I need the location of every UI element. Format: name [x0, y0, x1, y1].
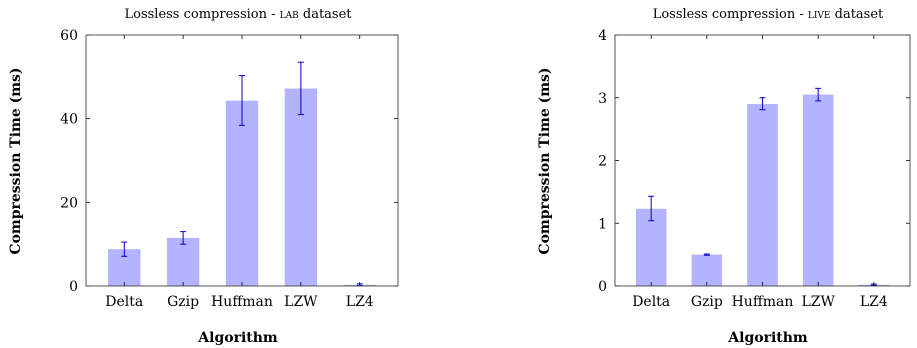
- x-tick-label: Gzip: [167, 294, 199, 310]
- y-tick-label: 40: [60, 112, 78, 128]
- x-tick-label: LZ4: [346, 294, 374, 310]
- x-tick-label: Huffman: [732, 294, 794, 310]
- title-prefix: Lossless compression -: [124, 7, 279, 22]
- y-tick-label: 4: [598, 28, 607, 44]
- x-tick-label: Delta: [632, 294, 670, 310]
- title-prefix: Lossless compression -: [653, 7, 808, 22]
- x-tick-label: Gzip: [691, 294, 723, 310]
- bar: [691, 254, 723, 286]
- x-axis-label: Algorithm: [727, 330, 808, 346]
- y-tick-label: 0: [598, 279, 607, 295]
- chart-title: Lossless compression - lab dataset: [124, 7, 352, 22]
- x-tick-label: LZ4: [860, 294, 888, 310]
- plot-frame: [85, 34, 399, 287]
- y-tick-label: 3: [598, 91, 607, 107]
- bar: [802, 94, 834, 286]
- title-suffix: dataset: [299, 7, 353, 22]
- x-tick-label: Huffman: [211, 294, 273, 310]
- chart-title: Lossless compression - live dataset: [653, 7, 884, 22]
- title-suffix: dataset: [830, 7, 884, 22]
- bar: [635, 208, 667, 286]
- title-dataset: lab: [280, 7, 299, 22]
- chart-lab: Lossless compression - lab dataset Algor…: [8, 7, 399, 346]
- x-axis-label: Algorithm: [197, 330, 278, 346]
- bar: [166, 237, 200, 286]
- bar: [225, 100, 259, 286]
- x-tick-label: Delta: [105, 294, 143, 310]
- bar: [747, 104, 778, 287]
- y-axis-label: Compression Time (ms): [8, 67, 24, 254]
- y-tick-label: 60: [60, 28, 78, 44]
- x-tick-label: LZW: [284, 294, 318, 310]
- bar: [284, 88, 318, 287]
- y-tick-label: 0: [69, 279, 78, 295]
- y-tick-label: 1: [598, 216, 607, 232]
- x-tick-label: LZW: [801, 294, 835, 310]
- y-tick-label: 20: [60, 195, 78, 211]
- title-dataset: live: [808, 7, 831, 22]
- y-tick-label: 2: [598, 154, 607, 170]
- plot-frame: [614, 34, 911, 287]
- chart-live: Lossless compression - live dataset Algo…: [537, 7, 911, 346]
- y-axis-label: Compression Time (ms): [537, 67, 553, 254]
